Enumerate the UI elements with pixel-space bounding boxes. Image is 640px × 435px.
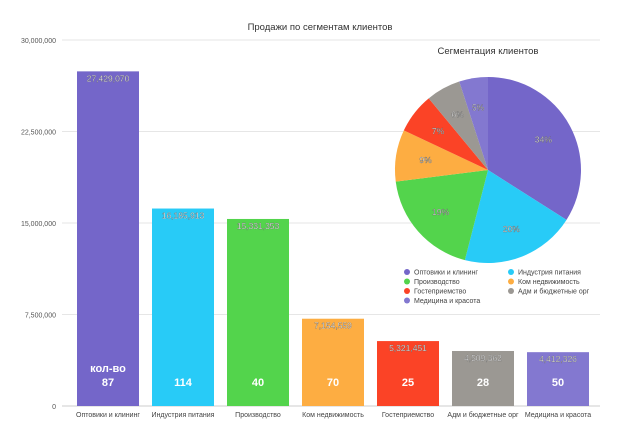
- y-tick-label: 0: [52, 404, 56, 411]
- legend-swatch: [508, 278, 514, 285]
- legend-swatch: [508, 288, 514, 294]
- pie-slice: [395, 130, 488, 182]
- pie-value-label: 19%: [432, 207, 449, 217]
- pie-value-label: 34%: [535, 135, 552, 145]
- bar: [527, 352, 589, 406]
- pie-slice: [403, 98, 488, 170]
- legend-label: Ком недвижимость: [518, 279, 580, 286]
- bar-value-label: 7,154,559: [314, 321, 352, 331]
- bar-count-label: 70: [327, 377, 339, 389]
- bar: [377, 341, 439, 406]
- y-tick-label: 15,000,000: [21, 221, 56, 228]
- x-tick-label: Гостеприемство: [382, 412, 434, 419]
- x-tick-label: Адм и бюджетные орг: [447, 411, 519, 419]
- bar-count-label: 87: [102, 377, 114, 389]
- legend-label: Адм и бюджетные орг: [518, 288, 590, 296]
- pie-chart-title: Сегментация клиентов: [438, 46, 539, 57]
- pie-slice: [428, 81, 488, 170]
- bar: [227, 218, 289, 406]
- bar-value-label: 16,185,913: [162, 211, 205, 221]
- x-tick-label: Ком недвижимость: [302, 412, 364, 419]
- legend-label: Медицина и красота: [414, 298, 480, 305]
- pie-value-label: 5%: [472, 103, 485, 113]
- legend-swatch: [404, 269, 410, 275]
- pie-value-label: 20%: [503, 224, 520, 234]
- x-tick-label: Индустрия питания: [152, 412, 215, 419]
- bar-count-label: 50: [552, 377, 564, 389]
- legend-label: Индустрия питания: [518, 270, 581, 277]
- pie-value-label: 6%: [451, 110, 464, 120]
- bar: [77, 71, 139, 406]
- bar-count-label: 28: [477, 377, 489, 389]
- pie-slice: [459, 77, 488, 170]
- bar-value-label: 27,429,070: [87, 73, 130, 83]
- bar-value-label: 4,509,362: [464, 353, 502, 363]
- x-tick-label: Производство: [235, 412, 281, 419]
- bar-count-label: 114: [174, 377, 193, 389]
- legend-label: Оптовики и клининг: [414, 270, 478, 277]
- y-tick-label: 7,500,000: [25, 313, 56, 320]
- bar-count-label: 25: [402, 377, 414, 389]
- pie-value-label: 7%: [432, 126, 445, 136]
- pie-value-label: 9%: [419, 155, 432, 165]
- legend-swatch: [508, 269, 514, 275]
- bar-value-label: 4,412,326: [539, 354, 577, 364]
- legend-label: Производство: [414, 279, 460, 286]
- legend-swatch: [404, 278, 410, 285]
- pie-slice: [488, 77, 581, 220]
- y-tick-label: 30,000,000: [21, 38, 56, 45]
- bar-value-label: 5,321,451: [389, 343, 427, 353]
- legend-swatch: [404, 297, 410, 304]
- bar: [452, 350, 514, 406]
- bar-value-label: 15,331,353: [237, 221, 280, 231]
- bar: [302, 318, 364, 406]
- count-header-label: кол-во: [90, 363, 126, 375]
- bar-chart-title: Продажи по сегментам клиентов: [248, 22, 393, 33]
- pie-slice: [395, 170, 488, 261]
- bar: [152, 208, 214, 406]
- bar-count-label: 40: [252, 377, 264, 389]
- pie-slice: [464, 170, 567, 263]
- y-tick-label: 22,500,000: [21, 130, 56, 137]
- x-tick-label: Медицина и красота: [525, 412, 591, 419]
- legend-label: Гостеприемство: [414, 289, 466, 296]
- x-tick-label: Оптовики и клининг: [76, 412, 140, 419]
- legend-swatch: [404, 288, 410, 294]
